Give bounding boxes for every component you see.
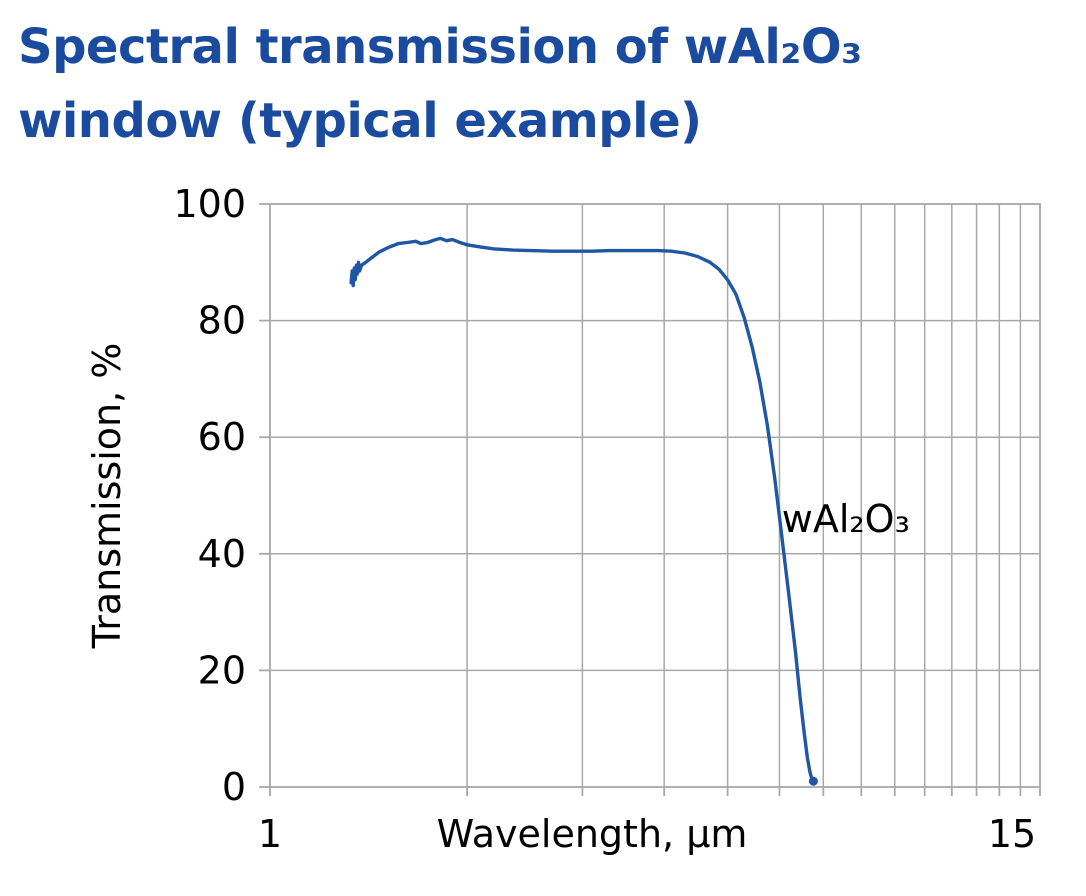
y-axis-title: Transmission, %	[85, 342, 129, 649]
transmission-chart: 0 20 40 60 80 100 1 15 Transmission, % Wavelength…	[0, 159, 1086, 893]
chart-svg: 0 20 40 60 80 100 1 15 Transmission, % Wavelength…	[85, 182, 1041, 856]
x-tick-label: 1	[258, 812, 282, 856]
page-title-line-1: Spectral transmission of wAl₂O₃	[18, 19, 862, 75]
series-line	[349, 236, 816, 783]
x-axis-title: Wavelength, μm	[437, 812, 748, 856]
y-tick-label: 60	[198, 415, 246, 459]
y-tick-label: 20	[198, 648, 246, 692]
page-title-line-2: window (typical example)	[18, 93, 702, 150]
y-tick-label: 40	[198, 532, 246, 576]
y-tick-label: 80	[198, 298, 246, 342]
series-endpoint	[808, 776, 818, 786]
y-tick-label: 0	[222, 765, 246, 809]
series-label: wAl₂O₃	[782, 497, 910, 541]
x-tick-label: 15	[988, 812, 1036, 856]
page-title: Spectral transmission of wAl₂O₃ window (…	[0, 0, 1086, 159]
y-tick-label: 100	[173, 182, 246, 226]
plot-border	[269, 202, 1041, 788]
